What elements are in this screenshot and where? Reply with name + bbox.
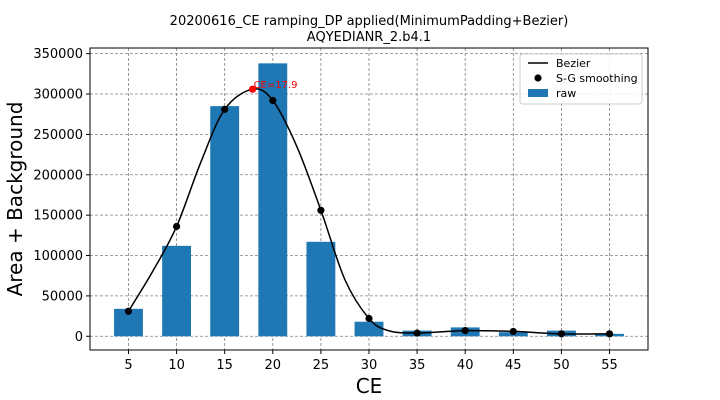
x-tick-label: 20	[265, 358, 282, 373]
x-tick-label: 40	[457, 358, 474, 373]
y-tick-label: 250000	[33, 128, 83, 143]
sg-point	[317, 206, 325, 214]
peak-point	[248, 85, 257, 93]
sg-point	[365, 314, 373, 323]
x-tick-label: 5	[124, 358, 132, 373]
raw-bar	[306, 241, 336, 337]
sg-point	[172, 222, 181, 231]
x-tick-label: 55	[601, 358, 618, 373]
x-tick-label: 25	[313, 358, 330, 373]
legend-point-swatch	[534, 74, 542, 82]
sg-point	[413, 329, 421, 337]
x-tick-label: 30	[361, 358, 378, 373]
x-tick-label: 35	[409, 358, 426, 373]
annotations: CE=17.9	[248, 80, 298, 93]
x-tick-label: 10	[168, 358, 185, 373]
raw-bar	[258, 63, 288, 337]
x-tick-label: 45	[505, 358, 522, 373]
sg-point	[269, 96, 277, 105]
grid-lines	[90, 48, 648, 350]
y-tick-label: 350000	[33, 47, 83, 62]
x-axis-ticks: 5 10 15 20 25 30 35 40 45 50 55	[124, 350, 618, 373]
legend-label: Bezier	[556, 57, 591, 70]
y-tick-label: 200000	[33, 168, 83, 183]
y-tick-label: 150000	[33, 209, 83, 224]
legend-box	[519, 53, 643, 105]
raw-bar	[354, 321, 384, 337]
y-tick-label: 50000	[42, 289, 83, 304]
raw-bar	[162, 245, 192, 337]
sg-point	[124, 307, 133, 315]
sg-point	[461, 327, 469, 335]
legend-label: raw	[556, 87, 576, 100]
y-tick-label: 100000	[33, 249, 83, 264]
y-tick-label: 300000	[33, 88, 83, 103]
raw-bars	[114, 63, 624, 337]
chart-title: 20200616_CE ramping_DP applied(MinimumPa…	[170, 14, 569, 29]
legend-label: S-G smoothing	[556, 72, 638, 85]
y-axis-label: Area + Background	[3, 102, 27, 297]
x-tick-label: 50	[553, 358, 570, 373]
raw-bar	[210, 106, 240, 337]
sg-point	[605, 330, 614, 338]
y-tick-label: 0	[75, 330, 83, 345]
chart-subtitle: AQYEDIANR_2.b4.1	[307, 30, 431, 45]
sg-points	[124, 96, 614, 338]
legend-bar-swatch	[528, 89, 548, 97]
sg-point	[509, 327, 517, 336]
peak-label: CE=17.9	[254, 80, 298, 91]
sg-point	[557, 330, 566, 338]
legend: Bezier S-G smoothing raw	[519, 53, 643, 105]
y-axis-ticks: 0 50000 100000 150000 200000 250000 300000 3500…	[33, 47, 90, 345]
x-tick-label: 15	[216, 358, 233, 373]
sg-point	[221, 105, 229, 113]
x-axis-label: CE	[356, 374, 383, 398]
